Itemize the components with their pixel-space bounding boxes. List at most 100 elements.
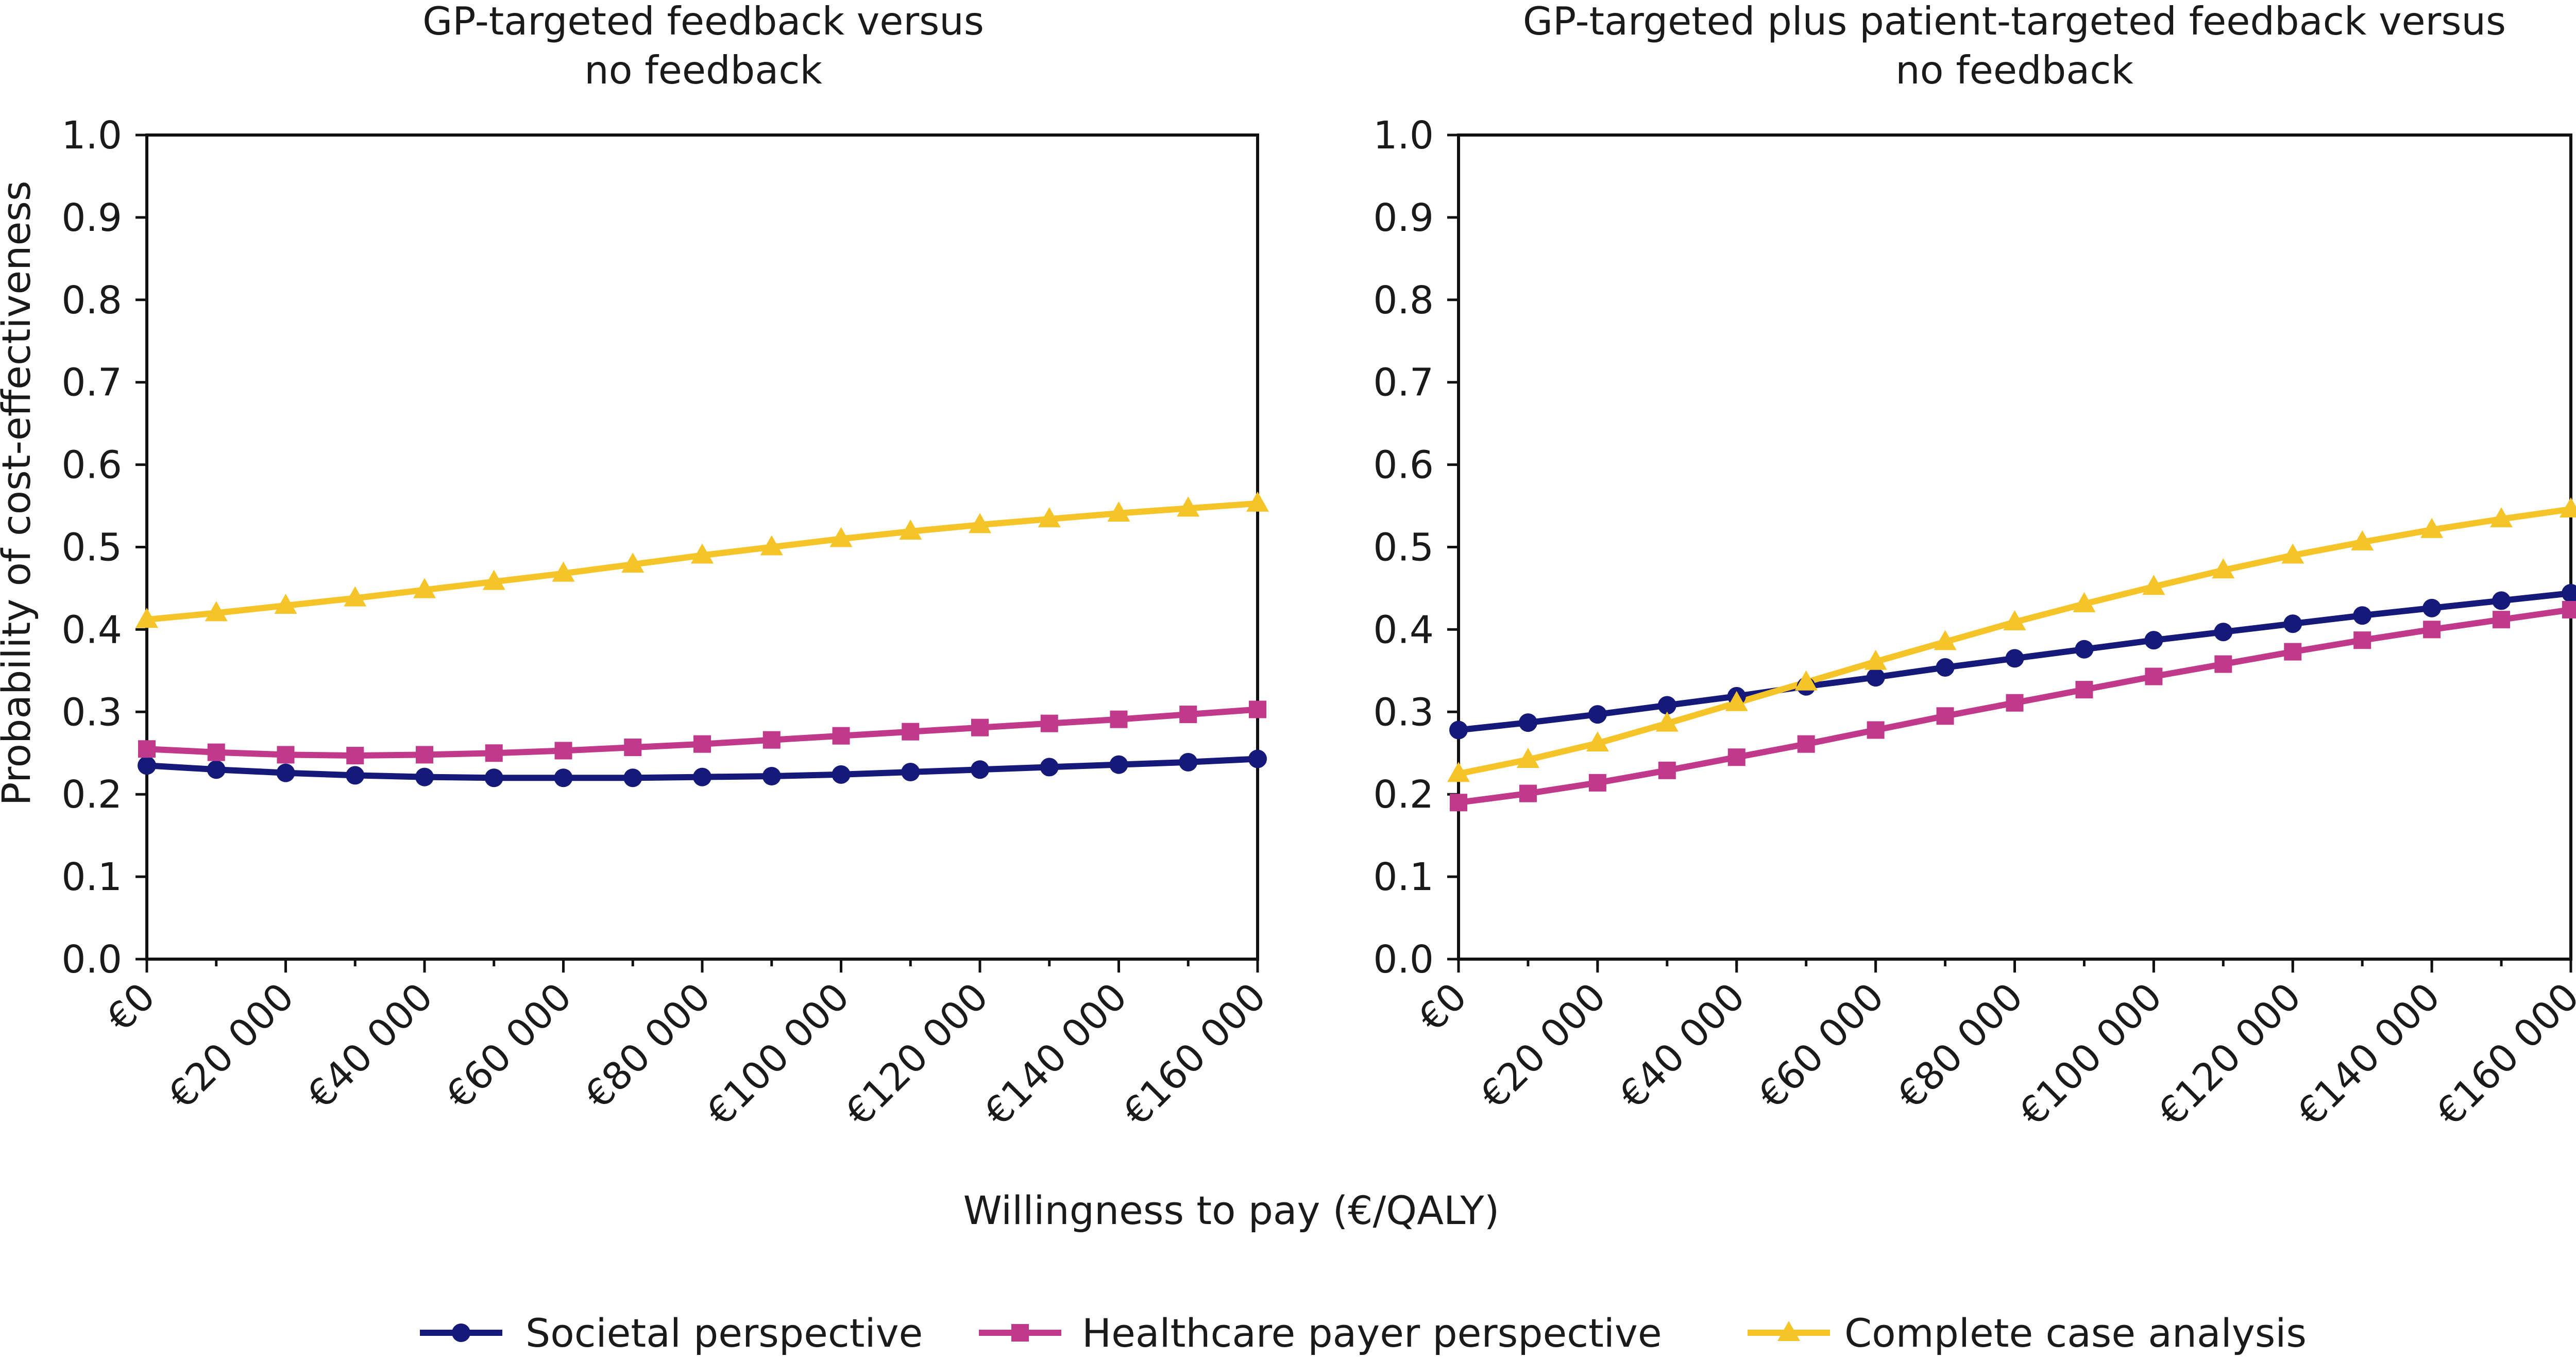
data-point-triangle bbox=[691, 543, 714, 564]
data-point-square bbox=[1658, 761, 1676, 779]
plot-area-frame bbox=[1457, 133, 2572, 961]
data-point-circle bbox=[415, 767, 434, 786]
y-tick-label: 0.9 bbox=[61, 196, 122, 240]
data-point-square bbox=[485, 744, 503, 762]
data-point-circle bbox=[2562, 584, 2576, 603]
data-point-circle bbox=[1936, 658, 1955, 677]
data-point-circle bbox=[901, 763, 920, 782]
data-point-triangle bbox=[1107, 501, 1130, 522]
x-tick-label: €120 000 bbox=[2149, 975, 2309, 1134]
data-point-triangle bbox=[1177, 496, 1200, 517]
data-point-circle bbox=[484, 768, 503, 788]
y-tick-label: 0.4 bbox=[1373, 608, 1434, 652]
legend-label: Societal perspective bbox=[526, 1310, 923, 1356]
x-tick-label: €20 000 bbox=[1471, 975, 1614, 1117]
y-tick-label: 0.0 bbox=[1373, 937, 1434, 982]
data-point-circle bbox=[1040, 758, 1059, 777]
chart-title-line: no feedback bbox=[584, 47, 822, 93]
data-point-triangle bbox=[1864, 649, 1887, 670]
data-point-circle bbox=[1179, 752, 1198, 772]
x-tick-label: €100 000 bbox=[2011, 975, 2171, 1134]
data-point-circle bbox=[138, 756, 156, 775]
data-point-triangle bbox=[1447, 762, 1470, 782]
data-point-triangle bbox=[274, 594, 297, 614]
data-point-square bbox=[902, 723, 920, 741]
data-point-circle bbox=[207, 760, 226, 779]
data-point-square bbox=[1040, 714, 1058, 732]
data-point-circle bbox=[1518, 713, 1537, 732]
right-chart-panel: GP-targeted plus patient-targeted feedba… bbox=[1373, 0, 2576, 1134]
y-tick-label: 0.3 bbox=[1373, 690, 1434, 734]
data-point-square bbox=[2284, 643, 2302, 661]
legend: Societal perspective Healthcare payer per… bbox=[420, 1310, 2307, 1356]
data-point-circle bbox=[693, 767, 711, 786]
data-point-circle bbox=[1588, 705, 1607, 724]
data-point-square bbox=[1797, 735, 1815, 753]
data-point-square bbox=[1936, 707, 1954, 725]
x-tick-label: €140 000 bbox=[976, 975, 1136, 1134]
x-tick-label: €40 000 bbox=[299, 975, 442, 1117]
data-point-square bbox=[554, 742, 572, 760]
data-point-triangle bbox=[2490, 507, 2513, 528]
data-point-triangle bbox=[1794, 670, 1818, 691]
data-point-square bbox=[1249, 700, 1266, 718]
data-point-square bbox=[2562, 601, 2576, 619]
data-point-square bbox=[207, 743, 225, 761]
x-tick-label: €80 000 bbox=[577, 975, 719, 1117]
y-tick-label: 0.8 bbox=[1373, 278, 1434, 323]
data-point-triangle bbox=[1246, 491, 1269, 512]
data-point-triangle bbox=[2281, 543, 2304, 564]
x-tick-label: €140 000 bbox=[2289, 975, 2448, 1134]
data-point-triangle bbox=[2212, 558, 2235, 579]
data-point-triangle bbox=[1655, 711, 1679, 732]
y-tick-label: 0.1 bbox=[61, 855, 122, 899]
data-point-circle bbox=[2283, 614, 2302, 633]
data-point-circle bbox=[971, 760, 989, 779]
chart-title-line: GP-targeted plus patient-targeted feedba… bbox=[1523, 0, 2506, 44]
x-tick-label: €160 000 bbox=[1114, 975, 1274, 1134]
legend-label: Complete case analysis bbox=[1844, 1310, 2307, 1356]
data-point-triangle bbox=[552, 561, 575, 582]
data-point-triangle bbox=[1516, 748, 1539, 768]
data-point-square bbox=[624, 739, 642, 757]
data-point-circle bbox=[1866, 668, 1885, 687]
legend-marker-triangle bbox=[1777, 1321, 1800, 1341]
y-axis-label: Probability of cost-effectiveness bbox=[0, 181, 39, 806]
x-tick-label: €100 000 bbox=[698, 975, 858, 1134]
data-point-circle bbox=[1657, 696, 1676, 715]
data-point-triangle bbox=[482, 569, 505, 590]
data-point-circle bbox=[1449, 721, 1468, 740]
data-point-triangle bbox=[205, 601, 228, 622]
x-tick-label: €120 000 bbox=[837, 975, 996, 1134]
chart-title-line: no feedback bbox=[1895, 47, 2133, 93]
data-point-circle bbox=[2422, 598, 2442, 617]
x-tick-label: €20 000 bbox=[160, 975, 302, 1117]
data-point-triangle bbox=[621, 552, 645, 573]
legend-label: Healthcare payer perspective bbox=[1082, 1310, 1662, 1356]
data-point-triangle bbox=[413, 578, 436, 598]
data-point-triangle bbox=[2003, 610, 2026, 631]
data-point-circle bbox=[2492, 591, 2511, 610]
y-tick-label: 0.9 bbox=[1373, 196, 1434, 240]
data-point-circle bbox=[2214, 623, 2233, 642]
data-point-triangle bbox=[1725, 691, 1748, 711]
y-tick-label: 0.5 bbox=[61, 526, 122, 570]
data-point-triangle bbox=[829, 527, 853, 547]
data-point-square bbox=[2006, 694, 2024, 712]
data-point-triangle bbox=[2351, 530, 2374, 550]
data-point-triangle bbox=[2420, 517, 2444, 538]
data-point-square bbox=[971, 718, 989, 736]
y-tick-label: 0.6 bbox=[1373, 443, 1434, 488]
data-point-square bbox=[416, 746, 433, 764]
data-point-square bbox=[346, 747, 364, 765]
data-point-square bbox=[1588, 774, 1606, 792]
data-point-circle bbox=[1109, 755, 1128, 774]
data-point-triangle bbox=[899, 520, 922, 540]
data-point-circle bbox=[276, 763, 295, 782]
data-point-triangle bbox=[760, 535, 783, 556]
data-point-triangle bbox=[135, 608, 158, 628]
y-tick-label: 0.7 bbox=[1373, 361, 1434, 405]
y-tick-label: 0.8 bbox=[61, 278, 122, 323]
data-point-square bbox=[762, 731, 781, 749]
